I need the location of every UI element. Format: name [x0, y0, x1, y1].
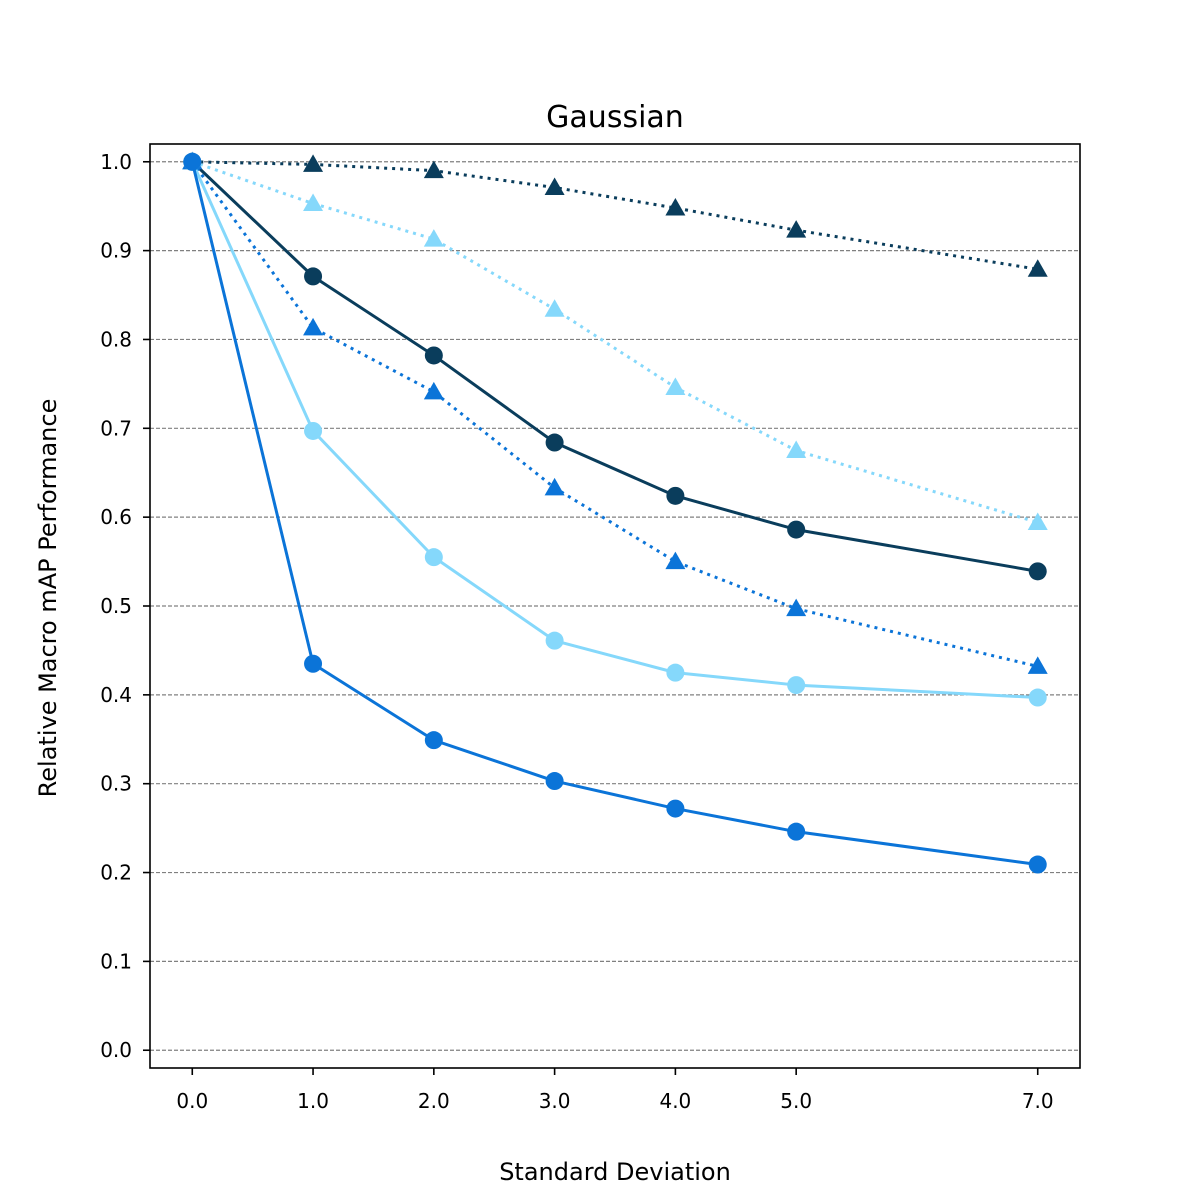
data-point	[1027, 512, 1048, 530]
data-point	[1027, 656, 1048, 674]
data-point	[666, 663, 685, 682]
data-point	[787, 822, 806, 841]
data-point	[1028, 855, 1047, 874]
data-point	[303, 154, 324, 172]
series-1	[182, 151, 1048, 277]
series-layer	[182, 151, 1048, 874]
y-tick-label: 0.4	[100, 683, 132, 707]
data-point	[424, 548, 443, 567]
data-point	[423, 381, 444, 400]
data-point	[545, 772, 564, 791]
data-point	[423, 229, 444, 247]
series-6	[183, 152, 1047, 874]
y-tick-label: 0.2	[100, 861, 132, 885]
y-tick-label: 1.0	[100, 150, 132, 174]
y-tick-label: 0.1	[100, 949, 132, 973]
data-point	[666, 799, 685, 818]
data-point	[787, 520, 806, 539]
x-tick-label: 5.0	[780, 1089, 812, 1113]
data-point	[665, 377, 686, 395]
data-point	[544, 477, 565, 496]
x-tick-label: 7.0	[1022, 1089, 1054, 1113]
data-point	[666, 486, 685, 505]
axes: 0.0 0.1 0.2 0.3 0.4 0.5 0.6 0.7 0.8 0.9 1.0 0.0 1.0 2…	[100, 150, 1053, 1113]
chart-title: Gaussian	[546, 100, 684, 135]
y-tick-label: 0.8	[100, 327, 132, 351]
x-tick-label: 3.0	[539, 1089, 571, 1113]
data-point	[544, 177, 565, 196]
data-point	[665, 197, 686, 216]
y-tick-label: 0.5	[100, 594, 132, 618]
data-point	[786, 598, 807, 617]
y-tick-label: 0.6	[100, 505, 132, 529]
y-tick-label: 0.9	[100, 239, 132, 263]
data-point	[303, 317, 324, 336]
data-point	[303, 193, 324, 212]
data-point	[545, 631, 564, 650]
data-point	[304, 421, 323, 440]
data-point	[1027, 259, 1048, 277]
x-tick-label: 1.0	[297, 1089, 329, 1113]
data-point	[1028, 562, 1047, 581]
y-tick-label: 0.3	[100, 772, 132, 796]
data-point	[786, 220, 807, 238]
data-point	[183, 152, 202, 171]
data-point	[544, 299, 565, 317]
data-point	[786, 440, 807, 459]
data-point	[424, 731, 443, 750]
data-point	[304, 654, 323, 673]
grid	[150, 161, 1080, 1051]
data-point	[424, 346, 443, 365]
data-point	[787, 676, 806, 695]
y-tick-label: 0.7	[100, 416, 132, 440]
x-tick-label: 0.0	[176, 1089, 208, 1113]
data-point	[304, 267, 323, 286]
x-tick-label: 2.0	[418, 1089, 450, 1113]
data-point	[1028, 688, 1047, 707]
data-point	[665, 551, 686, 570]
y-tick-label: 0.0	[100, 1038, 132, 1062]
x-tick-label: 4.0	[659, 1089, 691, 1113]
x-axis-title: Standard Deviation	[499, 1158, 731, 1186]
y-axis-title: Relative Macro mAP Performance	[34, 399, 62, 798]
data-point	[423, 160, 444, 179]
data-point	[545, 433, 564, 452]
